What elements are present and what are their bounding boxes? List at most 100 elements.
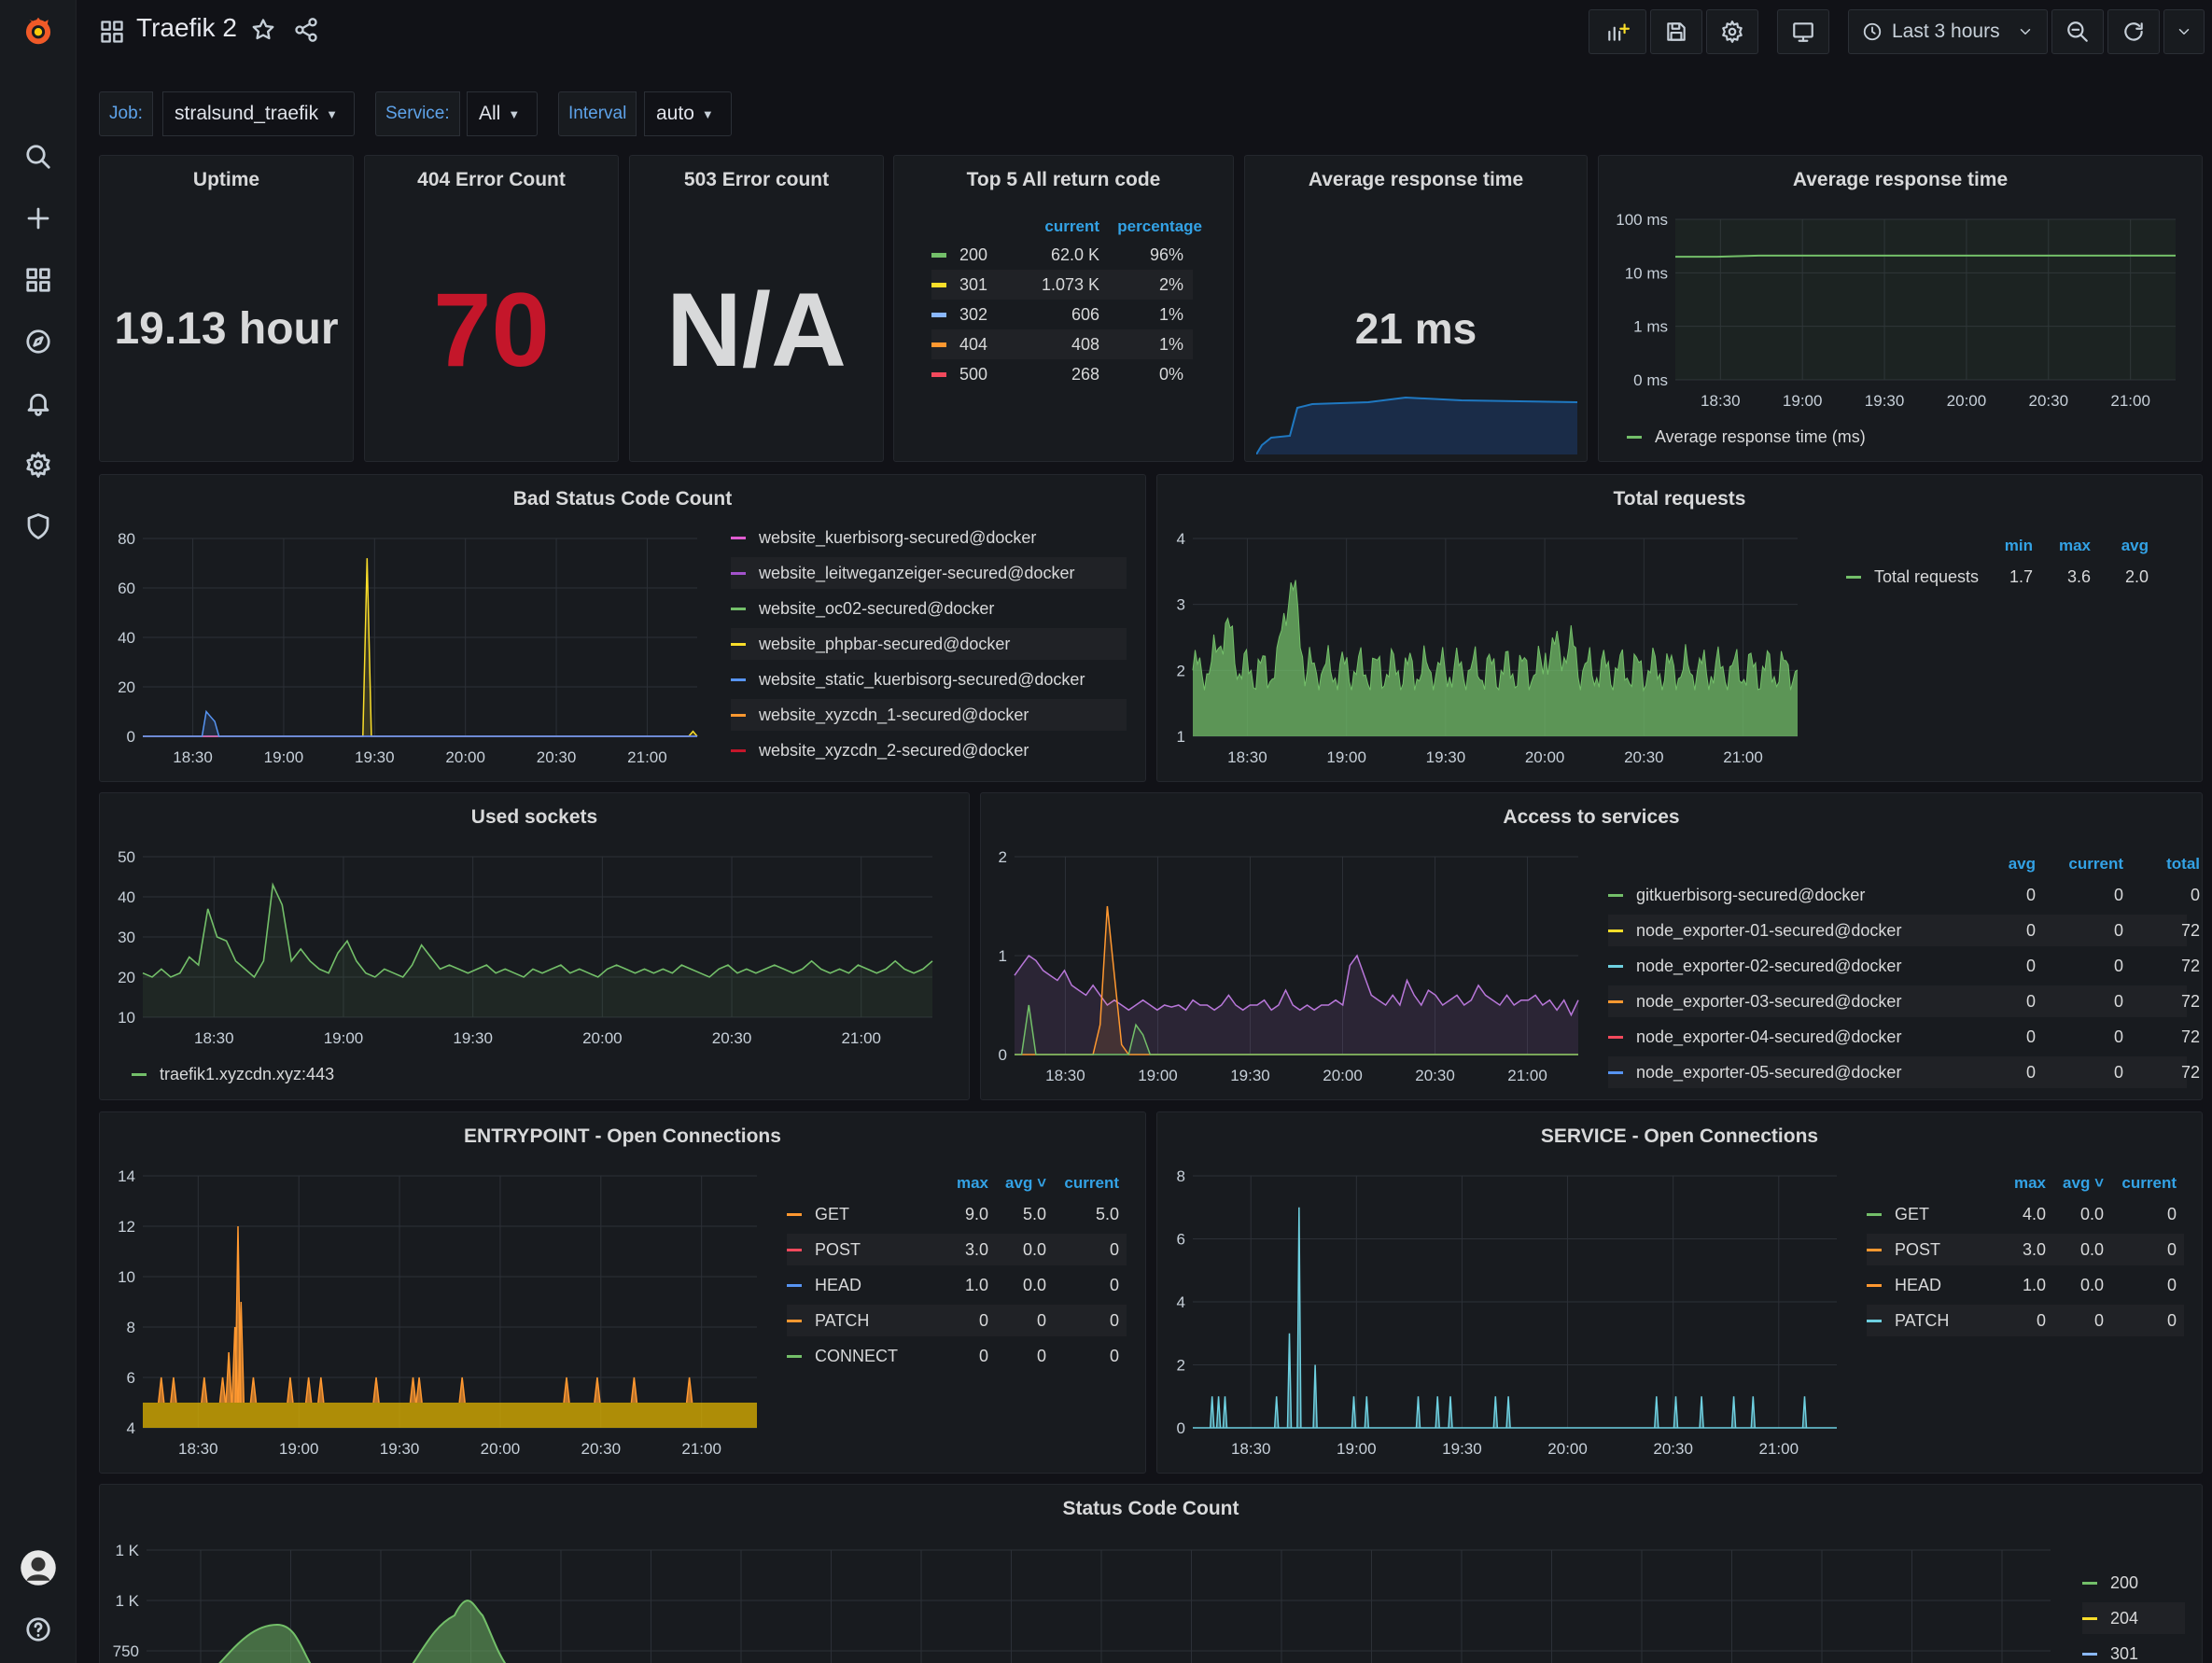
panel-503-count[interactable]: 503 Error count N/A [629, 155, 884, 462]
legend-value-total: 72 [2180, 1027, 2200, 1046]
panel-title: Used sockets [470, 806, 598, 828]
var-select-service[interactable]: All ▼ [467, 91, 538, 136]
legend-item[interactable]: POST [787, 1234, 1127, 1265]
page-title[interactable]: Traefik 2 [136, 13, 237, 42]
legend-item[interactable]: 204 [2082, 1602, 2185, 1634]
legend-value-avg: 0 [2093, 1311, 2104, 1330]
panel-service[interactable]: SERVICE - Open Connections 8 6 4 2 0 18:30 19:… [1156, 1111, 2203, 1474]
legend-item[interactable]: 301 [931, 270, 1193, 300]
legend-item[interactable]: node_exporter-04-secured@docker [1608, 1021, 2187, 1053]
legend-item[interactable]: website_kuerbisorg-secured@docker [731, 522, 1127, 553]
legend-item[interactable]: PATCH [1867, 1305, 2184, 1336]
panel-uptime[interactable]: Uptime 19.13 hour [99, 155, 354, 462]
legend-item[interactable]: 404 [931, 329, 1193, 359]
tv-mode-button[interactable] [1777, 9, 1829, 54]
legend-value-current: 0 [1109, 1240, 1119, 1259]
panel-total-requests[interactable]: Total requests 4 3 2 1 18:30 19:00 19:30 20:00 2… [1156, 474, 2203, 782]
var-select-interval[interactable]: auto ▼ [644, 91, 732, 136]
panel-top5-codes[interactable]: Top 5 All return code current percentage 2… [893, 155, 1234, 462]
legend-header-current[interactable]: current [2068, 855, 2123, 873]
gear-icon[interactable] [19, 445, 58, 484]
legend-item[interactable]: traefik1.xyzcdn.xyz:443 [132, 1058, 334, 1090]
legend-header-min[interactable]: min [2004, 537, 2033, 554]
legend-item[interactable]: website_xyzcdn_2-secured@docker [731, 734, 1127, 766]
legend-item[interactable]: website_leitweganzeiger-secured@docker [731, 557, 1127, 589]
legend-item[interactable]: CONNECT [787, 1340, 1127, 1372]
star-icon[interactable] [250, 17, 278, 45]
legend-item[interactable]: Average response time (ms) [1627, 421, 1866, 453]
legend-header-max[interactable]: max [2058, 537, 2091, 554]
legend-item[interactable]: 200 [931, 240, 1193, 270]
refresh-button[interactable] [2107, 9, 2160, 54]
legend-item[interactable]: website_phpbar-secured@docker [731, 628, 1127, 660]
legend-item[interactable]: node_exporter-02-secured@docker [1608, 950, 2187, 982]
legend-swatch [787, 1354, 802, 1358]
legend-item[interactable]: website_xyzcdn_1-secured@docker [731, 699, 1127, 731]
legend-item[interactable]: gitkuerbisorg-secured@docker [1608, 879, 2187, 911]
dashboards-icon[interactable] [19, 260, 58, 300]
legend-item[interactable]: node_exporter-05-secured@docker [1608, 1056, 2187, 1088]
legend-header-avg[interactable]: avg ˅ [2063, 1174, 2104, 1192]
legend-header-avg[interactable]: avg ˅ [1005, 1174, 1046, 1192]
legend-item[interactable]: 500 [931, 359, 1193, 389]
legend-item[interactable]: website_static_kuerbisorg-secured@docker [731, 664, 1127, 695]
panel-status-code-count[interactable]: Status Code Count 1 K 1 K 750 200 204 301 [99, 1484, 2203, 1663]
legend-item[interactable]: HEAD [1867, 1269, 2184, 1301]
legend-item[interactable]: 301 [2082, 1638, 2185, 1663]
legend-header-avg[interactable]: avg [2121, 537, 2149, 554]
legend-item[interactable]: PATCH [787, 1305, 1127, 1336]
panel-avg-response-graph[interactable]: Average response time 100 ms 10 ms 1 ms 0 m… [1598, 155, 2203, 462]
bell-icon[interactable] [19, 384, 58, 423]
y-tick-label: 0 [1177, 1419, 1185, 1437]
legend-header-max[interactable]: max [2013, 1174, 2046, 1192]
shield-icon[interactable] [19, 507, 58, 546]
legend-swatch [132, 1072, 147, 1076]
legend-item[interactable]: GET [787, 1198, 1127, 1230]
panel-entrypoint[interactable]: ENTRYPOINT - Open Connections 14 12 10 8 6 4 1… [99, 1111, 1146, 1474]
dashboards-icon[interactable] [99, 19, 127, 47]
explore-icon[interactable] [19, 322, 58, 361]
panel-used-sockets[interactable]: Used sockets 50 40 30 20 10 18:30 19:00 19:30 20… [99, 792, 970, 1100]
legend-item[interactable]: node_exporter-01-secured@docker [1608, 915, 2187, 946]
legend-item[interactable]: GET [1867, 1198, 2184, 1230]
legend-header-percentage[interactable]: percentage [1117, 217, 1202, 235]
legend-item[interactable]: 302 [931, 300, 1193, 329]
legend-label: HEAD [1895, 1275, 1942, 1294]
avatar[interactable] [19, 1548, 58, 1587]
time-picker[interactable]: Last 3 hours [1848, 9, 2048, 54]
legend-value-percentage: 1% [1158, 335, 1183, 354]
panel-access-services[interactable]: Access to services 2 1 0 18:30 19:00 19:30 20:… [980, 792, 2203, 1100]
legend-header-max[interactable]: max [956, 1174, 988, 1192]
legend-item[interactable]: HEAD [787, 1269, 1127, 1301]
legend-item[interactable]: node_exporter-03-secured@docker [1608, 985, 2187, 1017]
plus-icon[interactable] [19, 199, 58, 238]
share-icon[interactable] [293, 17, 321, 45]
legend-header-current[interactable]: current [1064, 1174, 1119, 1192]
legend-header-avg[interactable]: avg [2008, 855, 2036, 873]
panel-avg-response-stat[interactable]: Average response time 21 ms [1244, 155, 1588, 462]
legend-value-current: 0 [2166, 1311, 2177, 1330]
legend-item[interactable]: Total requests [1846, 561, 1979, 593]
grafana-logo-icon[interactable] [19, 11, 58, 50]
legend-header-current[interactable]: current [1044, 217, 1099, 235]
legend-header-current[interactable]: current [2121, 1174, 2177, 1192]
topbar: Traefik 2 Last 3 hours [77, 0, 2212, 63]
save-button[interactable] [1650, 9, 1702, 54]
legend-item[interactable]: 200 [2082, 1567, 2185, 1599]
refresh-interval-button[interactable] [2163, 9, 2205, 54]
legend-item[interactable]: website_oc02-secured@docker [731, 593, 1127, 624]
series-spike [1699, 1396, 1704, 1429]
legend-label: website_kuerbisorg-secured@docker [759, 527, 1037, 547]
legend-item[interactable]: POST [1867, 1234, 2184, 1265]
panel-404-count[interactable]: 404 Error Count 70 [364, 155, 619, 462]
add-panel-button[interactable] [1589, 9, 1646, 54]
zoom-out-button[interactable] [2051, 9, 2104, 54]
legend-value-avg: 0.0 [1022, 1240, 1046, 1259]
settings-button[interactable] [1706, 9, 1758, 54]
legend-header-total[interactable]: total [2166, 855, 2200, 873]
series-spike [201, 1377, 208, 1404]
var-select-job[interactable]: stralsund_traefik ▼ [162, 91, 355, 136]
help-icon[interactable] [19, 1610, 58, 1649]
panel-bad-status[interactable]: Bad Status Code Count 80 60 40 20 0 18:30 19:0… [99, 474, 1146, 782]
search-icon[interactable] [19, 137, 58, 176]
